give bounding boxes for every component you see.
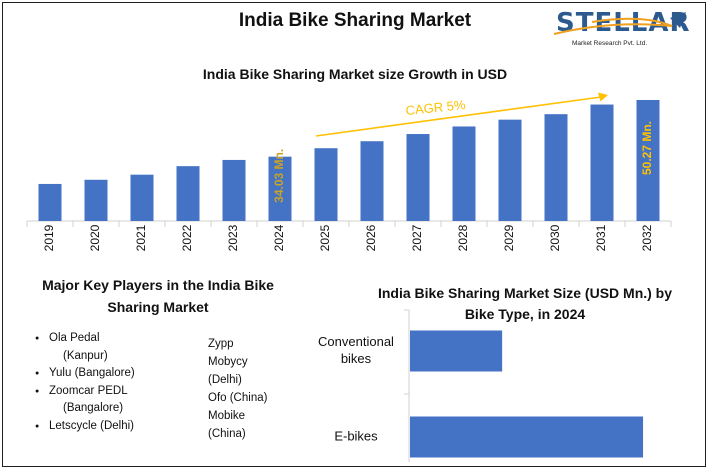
logo-wordmark: STELLAR [556,8,691,38]
bar-2032 [636,100,660,221]
tick-label-2029: 2029 [502,224,516,251]
tick-label-2020: 2020 [88,224,102,251]
bar-2026 [360,141,384,221]
tick-label-2030: 2030 [548,224,562,251]
bike-type-chart-title: India Bike Sharing Market Size (USD Mn.)… [377,285,673,322]
key-players-left-list: Ola Pedal(Kanpur) Yulu (Bangalore) Zoomc… [35,330,135,435]
page-title: India Bike Sharing Market [238,10,472,31]
tick-label-2019: 2019 [42,224,56,251]
infographic-frame [2,2,706,467]
key-player-item: Zoomcar PEDL(Bangalore) [35,383,135,418]
data-label-2032: 50.27 Mn. [640,121,654,175]
key-player-item: Letscycle (Delhi) [35,418,135,436]
key-player-line: Mobycy [208,356,248,368]
bar-2021 [130,174,154,221]
bar-2027 [406,134,430,221]
tick-label-2021: 2021 [134,224,148,251]
logo-tagline: Market Research Pvt. Ltd. [572,40,648,47]
tick-label-2024: 2024 [272,224,286,251]
tick-label-2027: 2027 [410,224,424,251]
key-player-item: Ola Pedal(Kanpur) [35,330,135,365]
key-players-title-line: Sharing Market [107,299,209,315]
growth-bar-chart: 2019 2020 2021 2022 2023 2024 2025 2026 2027 2028… [26,92,672,251]
tick-label-2023: 2023 [226,224,240,251]
tick-label-2028: 2028 [456,224,470,251]
cagr-annotation: CAGR 5% [405,97,467,118]
growth-chart-title: India Bike Sharing Market size Growth in… [202,66,508,82]
key-players-title-line: Major Key Players in the India Bike [42,277,274,293]
tick-label-2031: 2031 [594,224,608,251]
key-player-line: (China) [208,428,246,440]
logo-swoosh-icon [553,12,686,35]
cagr-arrow-head [598,92,608,102]
key-player-line: Ofo (China) [208,392,268,404]
tick-label-2032: 2032 [640,224,654,251]
cagr-arrow-line [315,96,602,137]
bar-2029 [498,119,522,221]
tick-label-2022: 2022 [180,224,194,251]
tick-label-2026: 2026 [364,224,378,251]
stellar-logo: STELLAR Market Research Pvt. Ltd. [552,4,702,52]
key-players-right-list: Zypp Mobycy (Delhi) Ofo (China) Mobike (… [208,335,267,443]
bar-2031 [590,104,614,221]
bar-2024 [268,156,292,221]
bar-2023 [222,159,246,221]
key-player-item: Yulu (Bangalore) [35,365,135,383]
bar-2020 [84,179,108,221]
tick-label-2025: 2025 [318,224,332,251]
bar-2022 [176,166,200,221]
bar-2028 [452,126,476,221]
key-player-line: Zypp [208,338,234,350]
key-player-line: (Delhi) [208,374,242,386]
key-players-title: Major Key Players in the India Bike Shar… [28,274,288,318]
bar-2025 [314,148,338,221]
bar-2030 [544,114,568,221]
key-player-line: Mobike [208,410,246,422]
data-label-2024: 34.03 Mn. [272,149,286,203]
bar-2019 [38,183,62,221]
